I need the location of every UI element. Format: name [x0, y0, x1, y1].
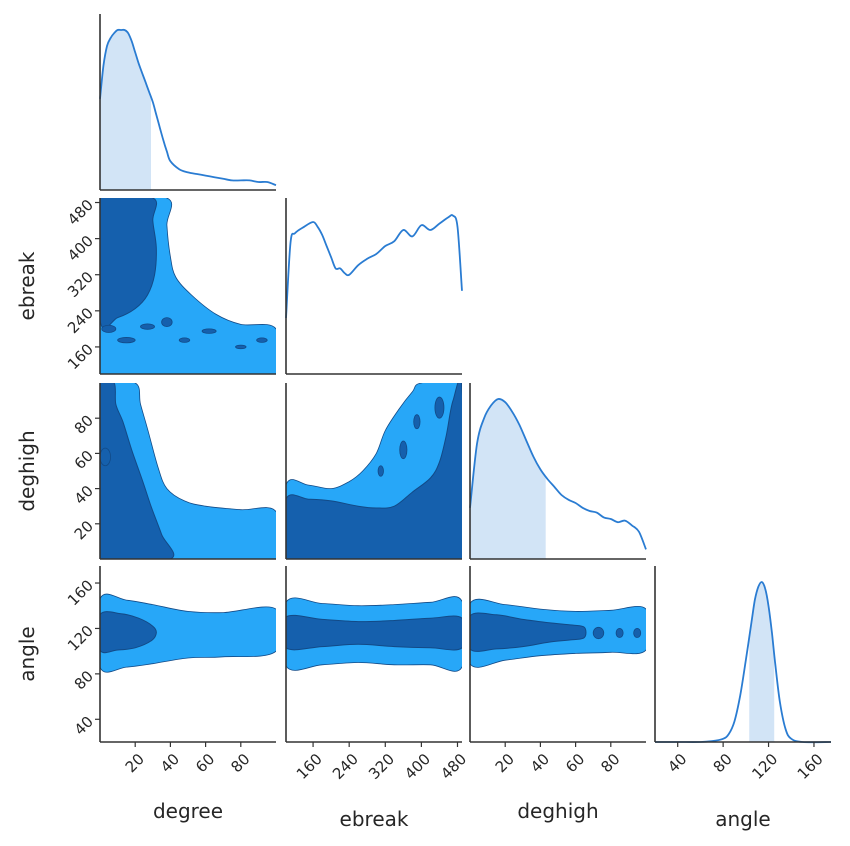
y-tick-label: 40: [71, 713, 97, 739]
x-axis-label-degree: degree: [153, 799, 223, 823]
y-tick-label: 20: [71, 517, 97, 543]
contour-island: [235, 344, 247, 350]
y-tick-label: 40: [71, 482, 97, 508]
inner-contour: [100, 611, 157, 654]
y-axis-label-angle: angle: [15, 626, 39, 682]
x-tick-label: 120: [748, 750, 781, 783]
x-tick-label: 20: [492, 750, 518, 776]
x-tick-label: 160: [794, 750, 827, 783]
contour-island: [633, 628, 642, 638]
joint-panel-deghigh-vs-ebreak: [286, 383, 462, 559]
y-tick-label: 120: [64, 622, 97, 655]
marginal-curve-deghigh: [469, 398, 647, 550]
y-tick-label: 400: [64, 232, 97, 265]
x-tick-label: 60: [192, 750, 218, 776]
joint-panel-ebreak-vs-degree: [100, 198, 276, 374]
joint-panel-angle-vs-degree: [100, 593, 276, 673]
x-tick-label: 240: [329, 750, 362, 783]
x-tick-label: 480: [437, 750, 470, 783]
y-tick-label: 80: [71, 667, 97, 693]
contour-island: [413, 414, 421, 430]
contour-island: [100, 447, 111, 467]
y-axis-label-ebreak: ebreak: [15, 251, 39, 320]
contour-island: [256, 337, 268, 343]
contour-island: [201, 328, 217, 334]
x-tick-label: 160: [293, 750, 326, 783]
contour-island: [140, 323, 155, 330]
credible-interval-degree: [100, 29, 152, 190]
contour-island: [592, 626, 605, 640]
outer-contour: [100, 593, 276, 673]
joint-panel-angle-vs-ebreak: [286, 596, 462, 672]
y-tick-label: 320: [64, 268, 97, 301]
marginal-curve-degree: [99, 28, 277, 187]
y-tick-label: 240: [64, 304, 97, 337]
contour-island: [178, 337, 191, 343]
x-tick-label: 400: [401, 750, 434, 783]
x-tick-label: 60: [562, 750, 588, 776]
x-tick-label: 80: [597, 750, 623, 776]
y-axis-label-deghigh: deghigh: [15, 430, 39, 511]
contour-island: [117, 337, 136, 344]
marginal-curve-angle: [654, 581, 832, 744]
marginal-curve-ebreak: [285, 214, 463, 319]
x-tick-label: 40: [527, 750, 553, 776]
x-tick-label: 40: [157, 750, 183, 776]
contour-island: [161, 317, 173, 328]
contour-island: [615, 628, 624, 638]
inner-contour: [100, 383, 175, 559]
x-tick-label: 320: [365, 750, 398, 783]
credible-interval-angle: [749, 581, 775, 742]
x-axis-label-ebreak: ebreak: [340, 807, 409, 831]
x-tick-label: 20: [122, 750, 148, 776]
contour-island: [377, 465, 384, 477]
x-tick-label: 80: [227, 750, 253, 776]
x-axis-label-deghigh: deghigh: [517, 799, 598, 823]
y-tick-label: 80: [71, 411, 97, 437]
x-tick-label: 40: [664, 750, 690, 776]
inner-contour: [470, 612, 587, 652]
contour-island: [434, 396, 445, 419]
credible-interval-deghigh: [470, 398, 546, 559]
y-tick-label: 60: [71, 447, 97, 473]
y-tick-label: 480: [64, 196, 97, 229]
x-axis-label-angle: angle: [715, 807, 771, 831]
inner-contour: [100, 198, 158, 329]
inner-contour: [286, 614, 462, 651]
y-tick-label: 160: [64, 340, 97, 373]
joint-panel-deghigh-vs-degree: [100, 383, 276, 559]
inner-contour: [286, 383, 462, 559]
contour-island: [101, 324, 117, 333]
joint-panel-angle-vs-deghigh: [470, 598, 646, 668]
x-tick-label: 80: [710, 750, 736, 776]
y-tick-label: 160: [64, 576, 97, 609]
contour-island: [399, 440, 408, 460]
